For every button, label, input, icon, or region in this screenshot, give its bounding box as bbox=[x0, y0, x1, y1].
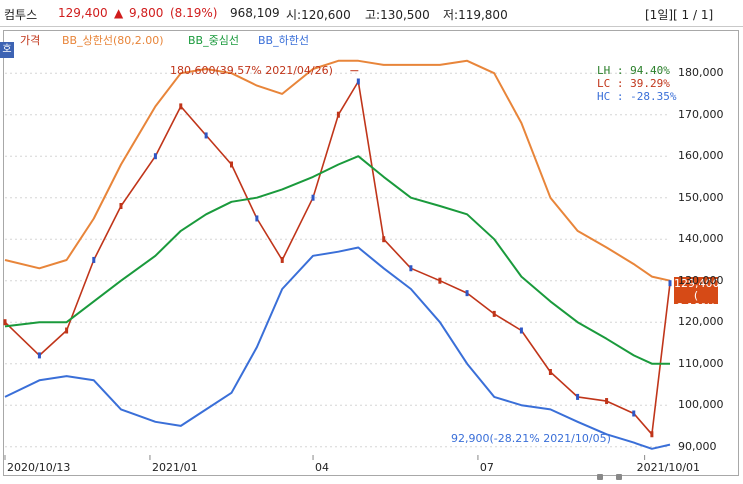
x-tick-label: 2021/10/01 bbox=[636, 461, 701, 474]
x-tick-label: 2021/01 bbox=[151, 461, 198, 474]
price-change-pct: (8.19%) bbox=[170, 6, 218, 20]
current-price-box: 129,400 ( 8.19%) bbox=[674, 277, 720, 314]
current-price: 129,400 bbox=[58, 6, 108, 20]
y-tick-label: 130,000 bbox=[678, 273, 724, 287]
y-tick-label: 160,000 bbox=[678, 149, 724, 163]
price-box-price: 129,400 bbox=[674, 277, 720, 290]
high-price: 고:130,500 bbox=[365, 8, 430, 22]
legend-bb-lower[interactable]: BB_하한선 bbox=[258, 34, 309, 47]
stock-header: 컴투스 129,400 ▲ 9,800 (8.19%) 968,109 시:12… bbox=[0, 0, 743, 27]
legend-bb-upper[interactable]: BB_상한선(80,2.00) bbox=[62, 34, 164, 47]
y-tick-label: 90,000 bbox=[678, 439, 717, 453]
y-tick-label: 180,000 bbox=[678, 66, 724, 80]
x-tick-label: 04 bbox=[315, 461, 330, 474]
y-tick-label: 170,000 bbox=[678, 107, 724, 121]
scroll-right-icon[interactable] bbox=[616, 474, 622, 480]
chart-frame bbox=[3, 30, 739, 476]
price-change: 9,800 bbox=[129, 6, 164, 20]
y-tick-label: 140,000 bbox=[678, 232, 724, 246]
stat-hc: HC : -28.35% bbox=[597, 90, 677, 103]
quote-icon[interactable]: 호 bbox=[0, 42, 14, 58]
legend-price[interactable]: 가격 bbox=[20, 34, 41, 47]
page-indicator[interactable]: [1일][ 1 / 1] bbox=[645, 8, 714, 22]
price-box-pct: ( 8.19%) bbox=[676, 289, 716, 314]
stat-lh: LH : 94.40% bbox=[597, 64, 670, 77]
x-tick-label: 2020/10/13 bbox=[7, 461, 71, 474]
stat-lc: LC : 39.29% bbox=[597, 77, 670, 90]
up-arrow-icon: ▲ bbox=[114, 6, 124, 20]
y-tick-label: 100,000 bbox=[678, 398, 724, 412]
volume: 968,109 bbox=[230, 6, 280, 20]
y-tick-label: 120,000 bbox=[678, 315, 724, 329]
high-annotation: 180,600(39.57% 2021/04/26) bbox=[170, 64, 333, 77]
low-annotation: 92,900(-28.21% 2021/10/05) bbox=[451, 432, 611, 445]
low-price: 저:119,800 bbox=[443, 8, 508, 22]
y-tick-label: 110,000 bbox=[678, 356, 724, 370]
open-price: 시:120,600 bbox=[286, 8, 351, 22]
y-tick-label: 150,000 bbox=[678, 190, 724, 204]
stock-name[interactable]: 컴투스 bbox=[4, 8, 38, 22]
legend-bb-middle[interactable]: BB_중심선 bbox=[188, 34, 239, 47]
x-tick-label: 07 bbox=[479, 461, 494, 474]
scroll-left-icon[interactable] bbox=[597, 474, 603, 480]
